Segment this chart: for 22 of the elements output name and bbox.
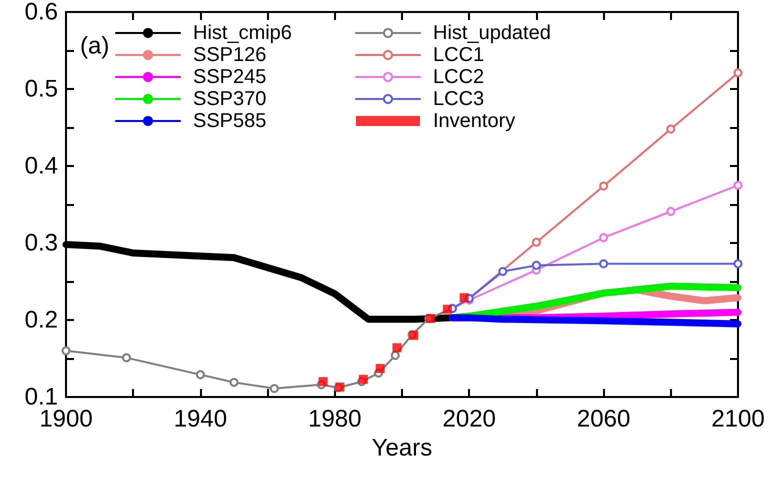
y-tick-label: 0.2: [24, 306, 58, 334]
x-tick-label: 2060: [576, 406, 630, 432]
legend-label: SSP370: [193, 88, 266, 110]
legend-label: Inventory: [433, 110, 516, 132]
y-tick-label: 0.3: [24, 230, 58, 256]
x-tick-label: 1980: [308, 406, 362, 432]
legend-label: SSP126: [193, 44, 266, 66]
y-tick-label: 0.5: [24, 76, 58, 102]
legend-label: LCC1: [433, 44, 484, 66]
legend-label: SSP585: [193, 110, 266, 132]
legend-label: Hist_updated: [433, 22, 551, 44]
legend-label: Hist_cmip6: [193, 22, 292, 44]
x-tick-label: 2020: [442, 406, 496, 432]
x-tick-label: 1940: [174, 406, 228, 432]
y-tick-label: 0.6: [24, 0, 58, 26]
legend-label: SSP245: [193, 66, 266, 88]
x-axis-title: Years: [372, 434, 432, 462]
x-tick-label: 2100: [711, 406, 765, 432]
y-tick-label: 0.4: [24, 152, 58, 180]
annotation: (a): [80, 32, 110, 60]
legend-label: LCC3: [433, 88, 484, 110]
legend-label: LCC2: [433, 66, 484, 88]
